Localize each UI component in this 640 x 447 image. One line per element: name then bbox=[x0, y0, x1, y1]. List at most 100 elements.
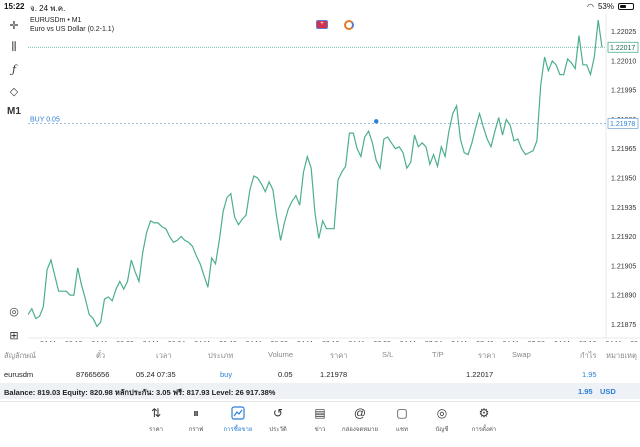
y-axis: 1.220251.220101.219951.219801.219651.219… bbox=[611, 29, 636, 329]
quotes-icon: ⇅ bbox=[150, 406, 162, 420]
nav-settings-label: การตั้งค่า bbox=[471, 427, 497, 433]
clock: 15:22 bbox=[4, 2, 25, 11]
nav-quotes-label: ราคา bbox=[149, 427, 163, 433]
nav-news[interactable]: ▤ ข่าว bbox=[300, 406, 340, 434]
current-price-tag: 1.22017 bbox=[607, 41, 639, 53]
y-tick-label: 1.21875 bbox=[611, 322, 636, 329]
cell-time: 05.24 07:35 bbox=[136, 370, 176, 379]
cell-profit: 1.95 bbox=[582, 370, 597, 379]
nav-trade[interactable]: การซื้อขาย bbox=[218, 406, 258, 434]
status-bar: 15:22 จ. 24 พ.ค. ◠ 53% bbox=[0, 0, 640, 14]
crosshair-icon[interactable]: ✛ bbox=[9, 19, 19, 32]
account-summary: Balance: 819.03 Equity: 820.98 หลักประกั… bbox=[0, 383, 640, 399]
objects-icon[interactable]: ◇ bbox=[9, 85, 19, 98]
battery-level bbox=[620, 5, 627, 8]
news-icon: ▤ bbox=[314, 406, 326, 420]
col-tp: T/P bbox=[432, 350, 444, 359]
y-tick-label: 1.21965 bbox=[611, 146, 636, 153]
buy-order-label: BUY 0.05 bbox=[30, 116, 60, 123]
nav-mailbox-label: กล่องจดหมาย bbox=[341, 427, 379, 433]
nav-account[interactable]: ◎ บัญชี bbox=[422, 406, 462, 434]
buy-price-tag: 1.21978 bbox=[607, 117, 639, 129]
x-tick-label: 24 May 06:46 bbox=[194, 341, 237, 342]
y-tick-label: 1.22010 bbox=[611, 58, 636, 65]
nav-chart[interactable]: ⏸ กราฟ bbox=[176, 406, 216, 434]
col-volume: Volume bbox=[268, 350, 294, 359]
price-chart[interactable]: 1.220251.220101.219951.219801.219651.219… bbox=[28, 14, 640, 342]
nav-chat-label: แชท bbox=[396, 427, 408, 433]
x-tick-label: 24 May 08:2 bbox=[605, 341, 640, 342]
trade-icon bbox=[218, 406, 258, 422]
cell-price-current: 1.22017 bbox=[466, 370, 494, 379]
indicators-icon[interactable]: ◎ bbox=[9, 305, 19, 318]
symbol-description: Euro vs US Dollar (0.2-1.1) bbox=[30, 26, 115, 33]
x-tick-label: 24 May 06:22 bbox=[91, 341, 134, 342]
y-tick-label: 1.21995 bbox=[611, 88, 636, 95]
current-price-tag-text: 1.22017 bbox=[610, 45, 635, 52]
col-sl: S/L bbox=[382, 350, 394, 359]
timeframe-button[interactable]: M1 bbox=[7, 105, 21, 117]
total-profit: 1.95 bbox=[578, 387, 593, 396]
nav-mailbox[interactable]: @ กล่องจดหมาย bbox=[340, 406, 380, 434]
col-profit: กำไร bbox=[580, 351, 597, 360]
account-currency: USD bbox=[600, 387, 616, 396]
symbol-name: EURUSDm • M1 bbox=[30, 17, 82, 24]
status-right: ◠ 53% bbox=[587, 2, 634, 11]
nav-news-label: ข่าว bbox=[314, 427, 326, 433]
col-swap: Swap bbox=[512, 350, 531, 359]
y-tick-label: 1.22025 bbox=[611, 29, 636, 36]
nav-chart-label: กราฟ bbox=[188, 427, 204, 433]
positions-header: สัญลักษณ์ ตั๋ว เวลา ประเภท Volume ราคา S… bbox=[0, 350, 640, 364]
table-row[interactable]: eurusdm 87665656 05.24 07:35 buy 0.05 1.… bbox=[0, 370, 640, 384]
price-series-line bbox=[28, 19, 603, 328]
nav-chat[interactable]: ▢ แชท bbox=[382, 406, 422, 434]
x-tick-label: 24 May 07:58 bbox=[503, 341, 546, 342]
nav-settings[interactable]: ⚙ การตั้งค่า bbox=[464, 406, 504, 434]
battery-percent: 53% bbox=[597, 2, 614, 11]
cell-symbol: eurusdm bbox=[4, 370, 34, 379]
y-tick-label: 1.21890 bbox=[611, 293, 636, 300]
x-tick-label: 24 May 06:58 bbox=[246, 341, 289, 342]
col-time: เวลา bbox=[156, 351, 172, 360]
y-tick-label: 1.21905 bbox=[611, 263, 636, 270]
mailbox-icon: @ bbox=[353, 406, 367, 420]
history-icon: ↺ bbox=[272, 406, 284, 420]
signal-icon[interactable] bbox=[344, 20, 354, 30]
function-icon[interactable]: ƒ bbox=[11, 62, 17, 76]
wifi-icon: ◠ bbox=[587, 2, 594, 11]
col-ticket: ตั๋ว bbox=[96, 351, 106, 360]
chart-toolbar: ✛ ⫼ ƒ ◇ M1 ◎ ⊞ bbox=[0, 14, 28, 342]
nav-history[interactable]: ↺ ประวัติ bbox=[258, 406, 298, 434]
nav-account-label: บัญชี bbox=[435, 427, 449, 433]
x-tick-label: 24 May 07:34 bbox=[400, 341, 443, 342]
col-price-open: ราคา bbox=[330, 351, 348, 360]
nav-trade-label: การซื้อขาย bbox=[223, 427, 253, 433]
y-tick-label: 1.21920 bbox=[611, 234, 636, 241]
col-symbol: สัญลักษณ์ bbox=[4, 351, 37, 360]
cell-volume: 0.05 bbox=[278, 370, 293, 379]
y-tick-label: 1.21935 bbox=[611, 205, 636, 212]
battery-icon bbox=[618, 3, 634, 10]
buy-price-tag-text: 1.21978 bbox=[610, 121, 635, 128]
cell-type: buy bbox=[220, 370, 233, 379]
nav-quotes[interactable]: ⇅ ราคา bbox=[136, 406, 176, 434]
candles-icon[interactable]: ⫼ bbox=[11, 40, 17, 53]
chat-icon: ▢ bbox=[396, 406, 408, 420]
account-icon: ◎ bbox=[436, 406, 448, 420]
add-window-icon[interactable]: ⊞ bbox=[9, 329, 19, 342]
x-tick-label: 24 May 07:46 bbox=[451, 341, 494, 342]
chart-badges: + bbox=[316, 20, 354, 30]
x-axis: 24 May 06:10 24 May 06:22 24 May 06:34 24 M… bbox=[40, 341, 640, 342]
buy-entry-point bbox=[374, 119, 379, 124]
cell-price-open: 1.21978 bbox=[320, 370, 348, 379]
chart-icon: ⏸ bbox=[192, 406, 199, 420]
cell-ticket: 87665656 bbox=[76, 370, 110, 379]
one-click-trading-icon[interactable]: + bbox=[316, 20, 328, 29]
x-tick-label: 24 May 07:22 bbox=[348, 341, 391, 342]
chart-canvas: 1.220251.220101.219951.219801.219651.219… bbox=[28, 14, 640, 342]
col-comment: หมายเหตุ bbox=[606, 351, 637, 360]
nav-history-label: ประวัติ bbox=[269, 427, 287, 433]
trade-icon-graphic bbox=[231, 406, 245, 420]
symbol-info: EURUSDm • M1 Euro vs US Dollar (0.2-1.1) bbox=[30, 16, 114, 34]
status-date: จ. 24 พ.ค. bbox=[30, 4, 66, 13]
